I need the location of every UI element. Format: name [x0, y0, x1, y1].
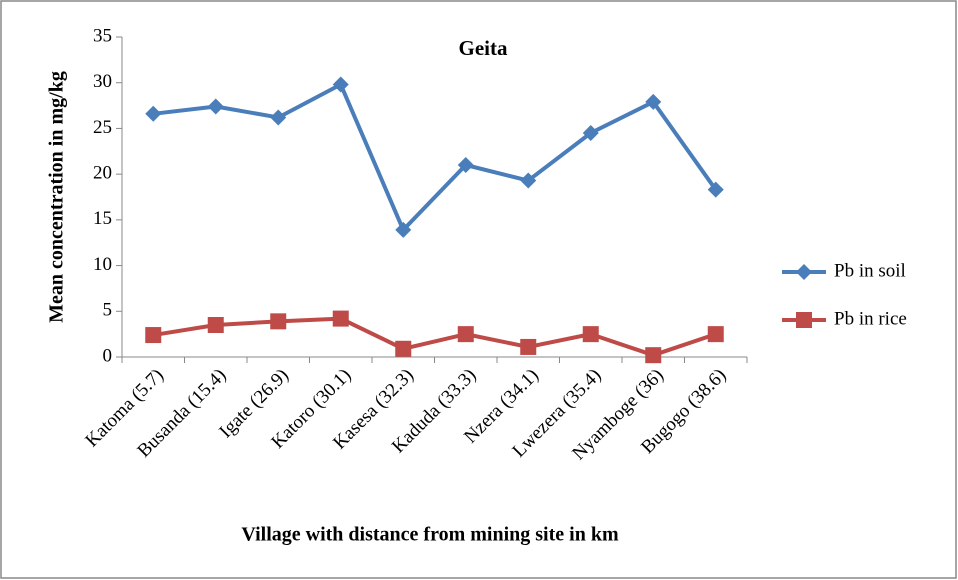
data-point	[395, 221, 412, 238]
data-point	[395, 340, 412, 357]
data-point	[145, 105, 162, 122]
y-tick-label: 35	[93, 25, 112, 46]
data-point	[645, 347, 662, 364]
data-point	[582, 125, 599, 141]
data-point	[582, 326, 599, 343]
legend-marker	[796, 264, 812, 280]
y-tick-label: 30	[93, 71, 112, 92]
data-point	[520, 172, 537, 189]
y-tick-label: 20	[93, 163, 112, 184]
y-tick-label: 15	[93, 208, 112, 229]
data-point	[332, 310, 349, 327]
data-point	[207, 98, 224, 115]
data-point	[207, 317, 224, 333]
legend-marker	[796, 312, 812, 328]
x-axis-label: Village with distance from mining site i…	[241, 524, 619, 546]
y-tick-label: 25	[93, 117, 112, 138]
legend-label: Pb in rice	[834, 308, 907, 329]
data-point	[457, 157, 474, 173]
data-point	[270, 109, 287, 126]
data-point	[645, 93, 662, 110]
data-point	[707, 181, 724, 198]
data-point	[707, 326, 724, 343]
data-point	[145, 327, 162, 344]
data-point	[520, 338, 537, 355]
series-line	[153, 82, 718, 232]
legend-label: Pb in soil	[834, 260, 906, 281]
y-tick-label: 0	[103, 345, 113, 366]
data-point	[457, 326, 474, 343]
y-axis-label: Mean concentration in mg/kg	[46, 71, 68, 323]
y-tick-label: 10	[93, 254, 112, 275]
chart-title: Geita	[459, 36, 508, 60]
y-tick-label: 5	[103, 300, 113, 321]
data-point	[270, 313, 287, 330]
data-point	[332, 76, 349, 93]
series-line	[152, 316, 717, 358]
